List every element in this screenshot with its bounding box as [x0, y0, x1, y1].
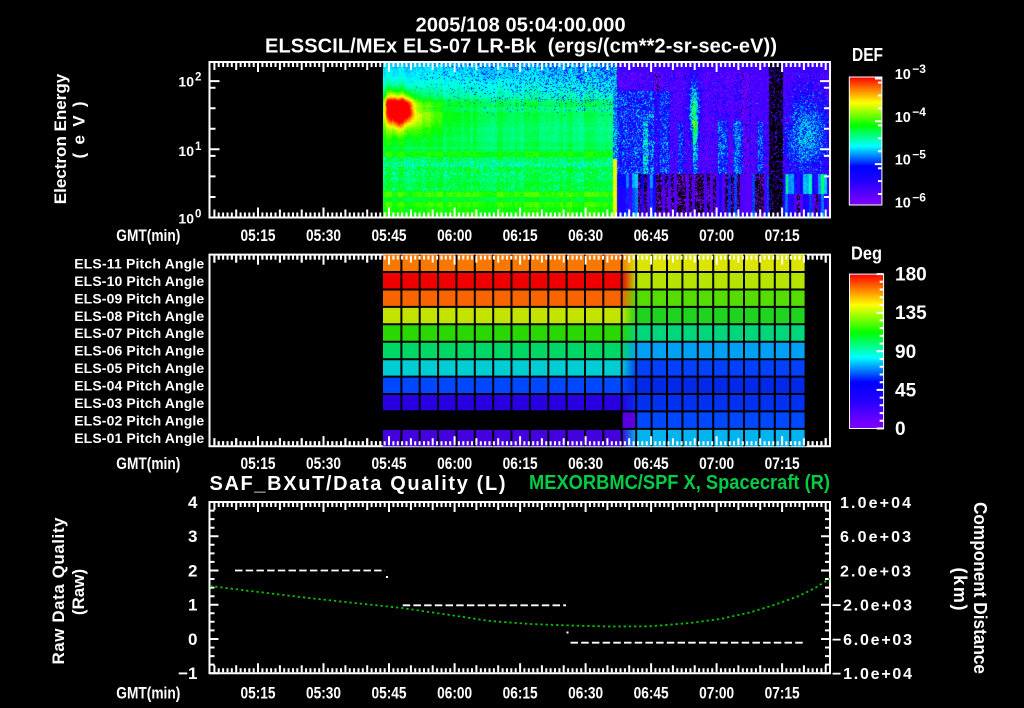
svg-text:10: 10: [895, 195, 911, 211]
svg-text:07:00: 07:00: [699, 684, 734, 702]
svg-text:0: 0: [188, 630, 197, 649]
svg-text:ELS-03 Pitch Angle: ELS-03 Pitch Angle: [74, 395, 204, 411]
svg-text:ELSSCIL/MEx ELS-07 LR-Bk (erg: ELSSCIL/MEx ELS-07 LR-Bk (ergs/(cm**2-sr…: [265, 35, 777, 57]
svg-text:GMT(min): GMT(min): [116, 684, 180, 702]
svg-text:135: 135: [895, 303, 927, 324]
svg-text:06:00: 06:00: [437, 455, 472, 473]
svg-text:10: 10: [178, 143, 194, 159]
svg-text:1: 1: [188, 596, 197, 615]
svg-text:MEXORBMC/SPF X, Spacecraft (R): MEXORBMC/SPF X, Spacecraft (R): [529, 472, 830, 494]
svg-text:ELS-10 Pitch Angle: ELS-10 Pitch Angle: [74, 273, 204, 289]
svg-text:06:45: 06:45: [634, 227, 669, 245]
svg-text:1.0e+04: 1.0e+04: [840, 495, 911, 512]
svg-text:−6.0e+03: −6.0e+03: [832, 632, 912, 649]
svg-text:0: 0: [195, 209, 201, 221]
svg-text:10: 10: [895, 110, 911, 126]
svg-text:GMT(min): GMT(min): [116, 227, 180, 245]
svg-text:−6: −6: [912, 190, 926, 204]
svg-text:05:45: 05:45: [372, 455, 407, 473]
svg-text:06:30: 06:30: [568, 684, 603, 702]
svg-text:05:45: 05:45: [372, 684, 407, 702]
svg-text:ELS-06 Pitch Angle: ELS-06 Pitch Angle: [74, 343, 204, 359]
svg-text:07:15: 07:15: [765, 455, 800, 473]
svg-text:SAF_BXuT/Data Quality (L): SAF_BXuT/Data Quality (L): [210, 473, 506, 495]
svg-text:2005/108 05:04:00.000: 2005/108 05:04:00.000: [416, 15, 626, 37]
svg-text:−1: −1: [178, 664, 197, 683]
svg-text:06:30: 06:30: [568, 455, 603, 473]
svg-text:Component Distance: Component Distance: [970, 502, 990, 674]
svg-text:07:00: 07:00: [699, 455, 734, 473]
svg-text:ELS-05 Pitch Angle: ELS-05 Pitch Angle: [74, 360, 204, 376]
svg-text:06:00: 06:00: [437, 227, 472, 245]
svg-text:07:15: 07:15: [765, 227, 800, 245]
svg-text:10: 10: [178, 73, 194, 89]
svg-text:ELS-08 Pitch Angle: ELS-08 Pitch Angle: [74, 308, 204, 324]
svg-text:Deg: Deg: [851, 244, 882, 264]
svg-text:05:45: 05:45: [372, 227, 407, 245]
svg-text:−2.0e+03: −2.0e+03: [832, 598, 912, 615]
svg-text:06:15: 06:15: [503, 684, 538, 702]
svg-text:4: 4: [188, 493, 198, 512]
svg-text:06:15: 06:15: [503, 455, 538, 473]
svg-text:ELS-07 Pitch Angle: ELS-07 Pitch Angle: [74, 325, 204, 341]
svg-text:10: 10: [895, 67, 911, 83]
svg-text:(Raw): (Raw): [69, 569, 88, 615]
svg-text:10: 10: [895, 153, 911, 169]
svg-text:ELS-09 Pitch Angle: ELS-09 Pitch Angle: [74, 290, 204, 306]
svg-text:05:15: 05:15: [241, 455, 276, 473]
svg-text:−4: −4: [912, 105, 926, 119]
svg-text:ELS-04 Pitch Angle: ELS-04 Pitch Angle: [74, 378, 204, 394]
svg-text:DEF: DEF: [852, 45, 883, 65]
svg-text:90: 90: [895, 342, 916, 363]
svg-text:10: 10: [178, 211, 194, 227]
svg-text:180: 180: [895, 265, 927, 286]
svg-text:05:15: 05:15: [241, 227, 276, 245]
svg-text:1: 1: [195, 141, 202, 153]
svg-text:2.0e+03: 2.0e+03: [840, 564, 911, 581]
svg-text:06:00: 06:00: [437, 684, 472, 702]
svg-text:45: 45: [895, 380, 917, 401]
svg-text:05:15: 05:15: [241, 684, 276, 702]
svg-text:2: 2: [188, 562, 197, 581]
svg-text:Raw Data Quality: Raw Data Quality: [49, 517, 68, 665]
svg-text:2: 2: [195, 71, 201, 83]
svg-text:06:45: 06:45: [634, 455, 669, 473]
svg-text:−3: −3: [912, 62, 926, 76]
svg-text:Electron Energy: Electron Energy: [51, 73, 70, 204]
svg-text:06:15: 06:15: [503, 227, 538, 245]
svg-text:07:00: 07:00: [699, 227, 734, 245]
svg-text:(km): (km): [950, 568, 970, 611]
svg-text:05:30: 05:30: [306, 684, 341, 702]
svg-text:−5: −5: [912, 148, 926, 162]
svg-text:05:30: 05:30: [306, 455, 341, 473]
svg-text:ELS-02 Pitch Angle: ELS-02 Pitch Angle: [74, 412, 204, 428]
svg-text:3: 3: [188, 527, 197, 546]
svg-text:ELS-11 Pitch Angle: ELS-11 Pitch Angle: [74, 256, 204, 272]
svg-text:05:30: 05:30: [306, 227, 341, 245]
svg-text:06:45: 06:45: [634, 684, 669, 702]
svg-text:6.0e+03: 6.0e+03: [840, 529, 911, 546]
svg-text:GMT(min): GMT(min): [116, 455, 180, 473]
svg-text:06:30: 06:30: [568, 227, 603, 245]
svg-text:0: 0: [895, 419, 906, 440]
svg-text:07:15: 07:15: [765, 684, 800, 702]
svg-text:−1.0e+04: −1.0e+04: [832, 666, 912, 683]
svg-text:ELS-01 Pitch Angle: ELS-01 Pitch Angle: [74, 430, 204, 446]
svg-text:(eV): (eV): [70, 102, 89, 159]
